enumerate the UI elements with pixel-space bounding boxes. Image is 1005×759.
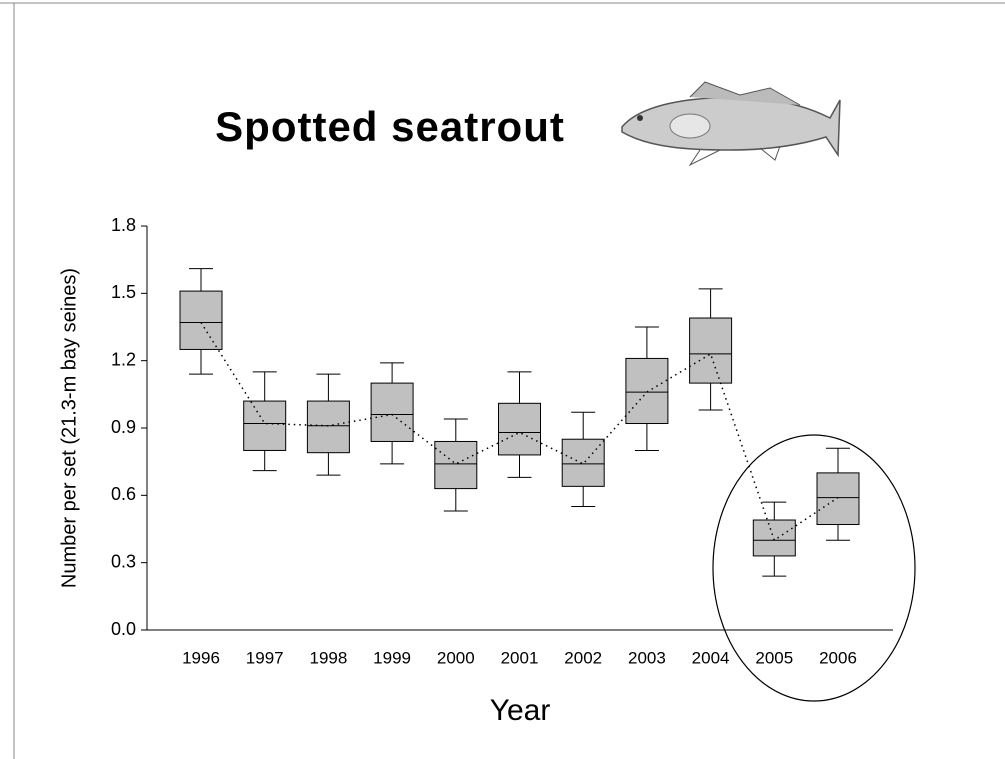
y-tick-label: 0.3 — [111, 551, 136, 571]
x-tick-label: 2001 — [501, 648, 539, 667]
highlight-ellipse — [713, 435, 915, 701]
chart: Spotted seatrout Year Number per set (21… — [0, 0, 1005, 759]
box — [562, 439, 604, 486]
y-axis-label: Number per set (21.3-m bay seines) — [58, 268, 80, 588]
box — [435, 441, 477, 488]
y-tick-label: 0.0 — [111, 619, 136, 639]
fish-illustration — [622, 82, 840, 165]
x-tick-label: 2000 — [437, 648, 475, 667]
box — [817, 473, 859, 525]
x-tick-label: 2003 — [628, 648, 666, 667]
x-tick-label: 1996 — [182, 648, 220, 667]
x-tick-label: 1999 — [373, 648, 411, 667]
x-tick-label: 2004 — [692, 648, 730, 667]
box — [690, 318, 732, 383]
y-tick-label: 0.9 — [111, 417, 136, 437]
y-tick-label: 1.8 — [111, 215, 136, 235]
x-tick-label: 1997 — [246, 648, 284, 667]
y-tick-label: 0.6 — [111, 484, 136, 504]
x-tick-label: 2002 — [564, 648, 602, 667]
y-tick-label: 1.5 — [111, 282, 136, 302]
box — [371, 383, 413, 441]
x-tick-label: 1998 — [309, 648, 347, 667]
box — [180, 291, 222, 349]
box — [499, 403, 541, 455]
x-tick-label: 2005 — [755, 648, 793, 667]
x-axis-label: Year — [490, 694, 551, 727]
box — [307, 401, 349, 453]
box — [753, 520, 795, 556]
box — [244, 401, 286, 450]
chart-title: Spotted seatrout — [215, 103, 565, 150]
x-tick-label: 2006 — [819, 648, 857, 667]
box — [626, 358, 668, 423]
y-tick-label: 1.2 — [111, 349, 136, 369]
